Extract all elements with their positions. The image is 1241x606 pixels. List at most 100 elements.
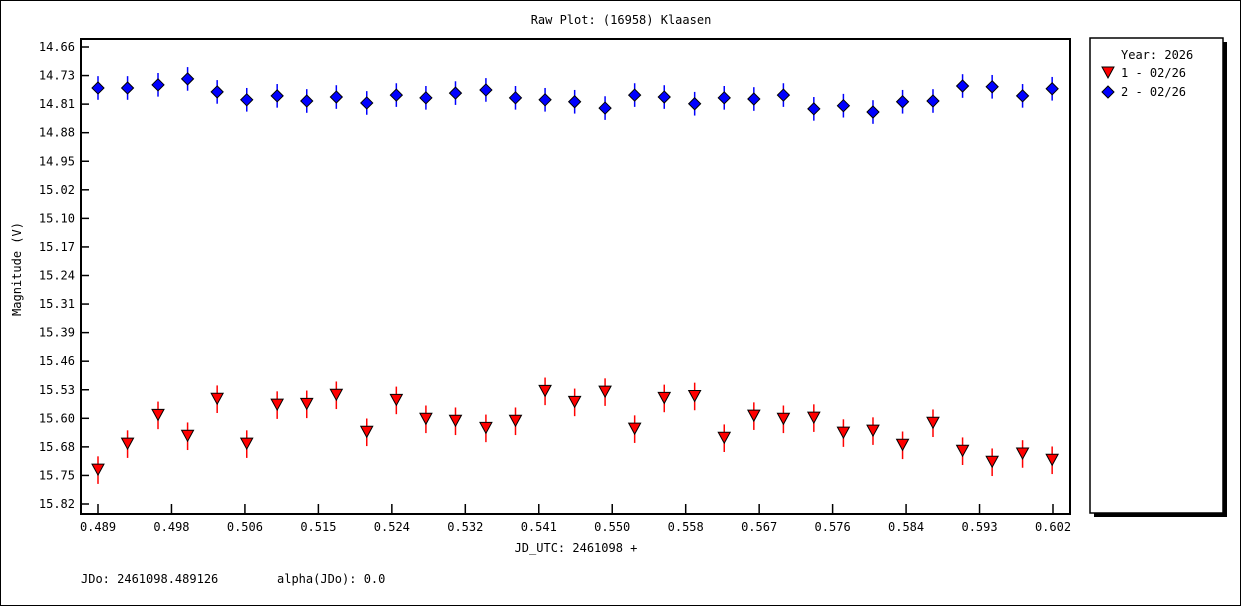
data-point-series-1	[120, 437, 135, 451]
data-point-series-1	[687, 389, 702, 403]
data-point-series-1	[776, 412, 791, 426]
data-point-series-1	[985, 455, 999, 469]
y-tick-label: 15.46	[39, 354, 75, 368]
y-tick-label: 15.17	[39, 240, 75, 254]
y-tick-label: 15.68	[39, 440, 75, 454]
data-point-series-2	[240, 93, 254, 107]
y-tick-label: 14.95	[39, 154, 75, 168]
y-tick-label: 15.53	[39, 383, 75, 397]
data-point-series-1	[538, 384, 552, 398]
data-point-series-2	[807, 102, 821, 116]
legend-entry-1: 1 - 02/26	[1121, 66, 1186, 80]
alpha-readout: alpha(JDo): 0.0	[277, 572, 386, 586]
data-point-series-1	[567, 395, 582, 409]
x-tick-label: 0.524	[374, 520, 410, 534]
data-point-series-1	[479, 421, 493, 435]
data-point-series-2	[985, 80, 999, 94]
data-point-series-1	[239, 437, 254, 451]
y-tick-label: 15.39	[39, 326, 75, 340]
data-point-series-2	[687, 97, 702, 111]
data-point-series-1	[598, 385, 612, 399]
data-point-series-2	[955, 79, 970, 93]
data-point-series-2	[210, 85, 224, 99]
x-tick-label: 0.506	[227, 520, 263, 534]
y-tick-label: 15.31	[39, 297, 75, 311]
data-point-series-1	[389, 393, 404, 407]
data-point-series-1	[895, 438, 910, 452]
data-point-series-2	[389, 88, 404, 102]
y-axis-label: Magnitude (V)	[10, 222, 24, 316]
data-point-series-2	[657, 90, 671, 104]
x-tick-label: 0.532	[447, 520, 483, 534]
data-point-series-1	[210, 392, 225, 406]
data-point-series-2	[776, 88, 791, 102]
legend-diamond-icon	[1101, 85, 1115, 99]
y-tick-label: 14.66	[39, 40, 75, 54]
data-point-series-2	[926, 94, 940, 108]
x-tick-label: 0.558	[668, 520, 704, 534]
x-tick-label: 0.541	[521, 520, 557, 534]
data-point-series-2	[567, 95, 582, 109]
jdo-readout: JDo: 2461098.489126	[81, 572, 219, 586]
y-tick-label: 15.24	[39, 269, 75, 283]
data-point-series-1	[151, 408, 165, 422]
x-axis-label: JD_UTC: 2461098 +	[515, 541, 638, 555]
y-tick-label: 15.10	[39, 211, 75, 225]
data-point-series-1	[359, 425, 374, 439]
data-point-series-2	[419, 91, 433, 105]
plot-frame	[80, 38, 1071, 515]
x-tick-label: 0.602	[1035, 520, 1071, 534]
data-point-series-2	[329, 90, 344, 104]
legend-entry-2: 2 - 02/26	[1121, 85, 1186, 99]
data-point-series-2	[360, 96, 374, 110]
data-point-series-1	[926, 416, 940, 430]
data-point-series-2	[866, 105, 880, 119]
data-point-series-1	[657, 391, 672, 405]
data-point-series-2	[836, 98, 851, 113]
y-tick-label: 15.82	[39, 497, 75, 511]
data-point-series-1	[955, 444, 970, 458]
data-point-series-1	[448, 414, 463, 428]
legend-title: Year: 2026	[1121, 48, 1193, 62]
data-point-series-1	[746, 409, 761, 423]
y-tick-label: 15.60	[39, 411, 75, 425]
x-tick-label: 0.498	[153, 520, 189, 534]
data-point-series-2	[448, 86, 463, 100]
data-point-series-2	[717, 91, 731, 105]
chart-title: Raw Plot: (16958) Klaasen	[531, 13, 712, 27]
y-tick-label: 15.02	[39, 183, 75, 197]
x-tick-label: 0.567	[741, 520, 777, 534]
data-point-series-1	[91, 463, 105, 477]
data-point-series-1	[508, 414, 523, 428]
data-point-series-2	[598, 101, 612, 115]
data-point-series-2	[91, 81, 105, 95]
data-point-series-1	[717, 431, 732, 445]
x-tick-label: 0.593	[961, 520, 997, 534]
data-point-series-1	[806, 411, 821, 425]
data-point-series-2	[747, 92, 761, 106]
data-point-series-1	[1015, 447, 1030, 461]
data-point-series-1	[299, 397, 314, 411]
x-tick-label: 0.584	[888, 520, 924, 534]
y-tick-label: 14.81	[39, 97, 75, 111]
y-tick-label: 15.75	[39, 468, 75, 482]
legend-triangle-icon	[1101, 66, 1115, 80]
data-point-series-2	[895, 95, 910, 109]
data-point-series-1	[836, 426, 851, 440]
data-point-series-1	[419, 412, 433, 426]
legend: Year: 2026 1 - 02/26 2 - 02/26	[1089, 37, 1227, 517]
data-point-series-1	[329, 388, 344, 402]
data-point-series-2	[627, 88, 642, 102]
data-point-series-1	[180, 429, 195, 443]
data-point-series-2	[120, 81, 135, 95]
data-point-series-2	[479, 83, 493, 97]
data-point-series-2	[1015, 89, 1030, 103]
x-tick-label: 0.576	[815, 520, 851, 534]
data-point-series-2	[180, 72, 195, 86]
x-tick-label: 0.489	[80, 520, 116, 534]
data-point-series-1	[627, 422, 642, 436]
x-tick-label: 0.515	[300, 520, 336, 534]
data-point-series-2	[1045, 82, 1059, 96]
data-point-series-1	[866, 424, 880, 438]
